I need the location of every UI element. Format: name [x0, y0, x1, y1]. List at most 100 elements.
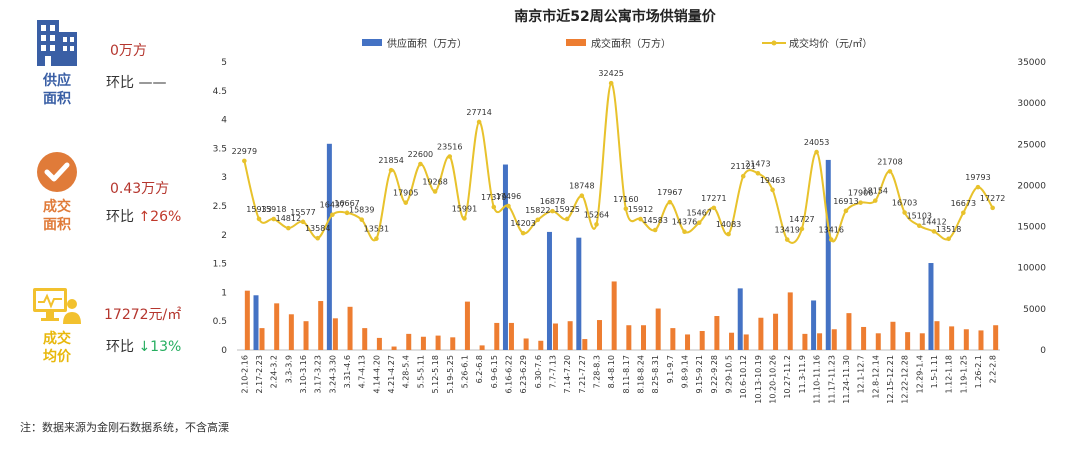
price-point-41 [843, 208, 849, 214]
deal-bar-15 [464, 301, 470, 350]
chart-title: 南京市近52周公寓市场供销量价 [514, 8, 716, 25]
price-label-2: 15918 [261, 205, 286, 214]
deal-bar-19 [523, 338, 529, 350]
price-label-51: 17272 [980, 194, 1005, 203]
deal-bar-18 [508, 322, 514, 350]
price-point-3 [286, 225, 291, 231]
deal-bar-39 [817, 333, 823, 350]
price-point-36 [770, 187, 775, 193]
x-tick-48: 1.12-1.18 [945, 355, 954, 394]
price-label-4: 15577 [290, 208, 315, 217]
price-label-9: 13531 [364, 225, 389, 234]
price-label-50: 19793 [965, 173, 990, 182]
deal-bar-45 [905, 332, 911, 350]
price-label-25: 32425 [598, 69, 623, 78]
stat-supply-label-line1: 供应 [43, 73, 71, 89]
price-point-22 [564, 216, 570, 222]
deal-bar-2 [274, 303, 280, 350]
left-axis-tick-10: 5 [221, 58, 227, 68]
price-label-24: 15264 [584, 210, 609, 219]
price-label-49: 16673 [951, 199, 976, 208]
deal-bar-40 [831, 329, 837, 350]
deal-bar-36 [773, 313, 779, 350]
deal-bar-11 [406, 333, 412, 350]
left-axis-tick-2: 1 [221, 288, 227, 298]
deal-bar-20 [538, 340, 544, 350]
supply-bar-23 [576, 237, 582, 350]
footnote: 注：数据来源为金刚石数据系统，不含高溧 [20, 421, 229, 434]
deal-bar-30 [685, 334, 691, 350]
left-axis-tick-4: 2 [221, 231, 227, 241]
right-axis-tick-1: 5000 [1023, 305, 1046, 315]
deal-bar-49 [963, 329, 969, 350]
x-tick-20: 6.30-7.6 [534, 355, 543, 388]
stat-supply-value: 0万方 [110, 43, 147, 59]
stat-price-label-line1: 成交 [43, 331, 71, 347]
stat-deal-change-prefix: 环比 [106, 209, 134, 225]
stat-supply-label: 供应 面积 [22, 72, 92, 108]
price-point-50 [975, 184, 981, 190]
price-label-26: 17160 [613, 195, 638, 204]
legend-marker-2 [771, 40, 777, 46]
price-label-46: 15103 [907, 212, 932, 221]
x-tick-24: 7.28-8.3 [592, 355, 601, 388]
stat-deal-change: 环比 ↑26% [106, 206, 181, 226]
x-tick-15: 5.26-6.1 [460, 355, 469, 388]
price-point-20 [535, 217, 541, 223]
x-tick-29: 9.1-9.7 [666, 355, 675, 383]
x-tick-47: 1.5-1.11 [930, 355, 939, 388]
check-circle-icon [37, 152, 77, 192]
price-point-26 [623, 206, 629, 212]
supply-bar-47 [928, 263, 934, 350]
price-point-17 [491, 204, 497, 210]
price-point-8 [359, 217, 365, 222]
building-icon [37, 20, 77, 66]
price-label-1: 15933 [246, 205, 271, 214]
deal-bar-31 [699, 330, 705, 350]
stat-price-change: 环比 ↓13% [106, 336, 181, 356]
monitor-icon-wrap: 成交 均价 [22, 286, 92, 366]
x-tick-40: 11.17-11.23 [827, 355, 836, 404]
x-tick-13: 5.12-5.18 [431, 355, 440, 394]
price-point-46 [916, 223, 922, 229]
deal-bar-5 [318, 301, 324, 350]
deal-bar-37 [787, 292, 793, 350]
price-point-39 [814, 149, 819, 155]
price-point-23 [579, 193, 585, 199]
price-point-0 [242, 158, 247, 164]
side-stats-panel: 供应 面积 0万方 环比 —— 成交 面积 0.43万方 环比 ↑26% [0, 0, 200, 400]
price-label-32: 17271 [701, 194, 726, 203]
supply-bar-34 [737, 288, 743, 350]
deal-bar-43 [875, 333, 881, 350]
price-label-37: 13419 [775, 226, 800, 235]
price-label-48: 13518 [936, 225, 961, 234]
x-tick-39: 11.10-11.16 [813, 355, 822, 404]
deal-bar-9 [376, 337, 382, 350]
stat-deal-label: 成交 面积 [22, 198, 92, 234]
price-point-9 [374, 236, 379, 241]
deal-bar-46 [919, 333, 925, 350]
x-tick-30: 9.8-9.14 [681, 355, 690, 388]
stat-price-change-prefix: 环比 [106, 339, 134, 355]
price-point-27 [638, 216, 643, 222]
deal-bar-22 [567, 321, 573, 350]
x-tick-42: 12.1-12.7 [857, 355, 866, 394]
x-tick-44: 12.15-12.21 [886, 355, 895, 404]
legend-label-0: 供应面积（万方） [387, 37, 467, 50]
x-tick-26: 8.11-8.17 [622, 355, 631, 394]
price-point-28 [652, 227, 658, 233]
x-tick-45: 12.22-12.28 [901, 355, 910, 404]
x-tick-41: 11.24-11.30 [842, 355, 851, 404]
x-tick-1: 2.17-2.23 [255, 355, 264, 394]
x-tick-33: 9.29-10.5 [725, 355, 734, 394]
deal-bar-24 [596, 320, 602, 350]
deal-bar-12 [420, 336, 426, 350]
deal-bar-27 [641, 325, 647, 350]
price-point-1 [256, 216, 262, 222]
price-label-27: 15912 [628, 205, 653, 214]
x-tick-46: 12.29-1.4 [915, 355, 924, 394]
left-axis-tick-8: 4 [221, 116, 227, 126]
x-tick-32: 9.22-9.28 [710, 355, 719, 394]
x-tick-43: 12.8-12.14 [871, 355, 880, 399]
price-point-48 [946, 236, 951, 242]
